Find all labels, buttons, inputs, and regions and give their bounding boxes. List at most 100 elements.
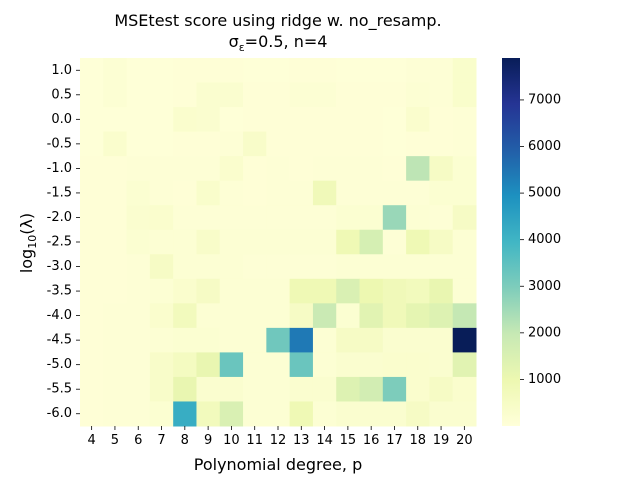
- heatmap-cell: [103, 303, 128, 329]
- heatmap-cell: [382, 107, 407, 133]
- heatmap-cell: [382, 180, 407, 206]
- heatmap-cell: [126, 156, 151, 182]
- x-tick-label: 18: [409, 433, 426, 448]
- heatmap-cell: [452, 156, 477, 182]
- heatmap-cell: [103, 58, 128, 84]
- heatmap-cell: [219, 229, 244, 255]
- heatmap-cell: [336, 327, 361, 353]
- heatmap-cell: [359, 278, 384, 304]
- heatmap-cell: [359, 205, 384, 231]
- heatmap-cell: [196, 401, 221, 427]
- heatmap-cell: [452, 401, 477, 427]
- heatmap-cell: [196, 205, 221, 231]
- heatmap-cell: [243, 180, 267, 206]
- heatmap-cell: [336, 205, 361, 231]
- heatmap-cell: [196, 131, 221, 157]
- heatmap-cell: [382, 376, 407, 402]
- heatmap-cell: [149, 131, 174, 157]
- heatmap-cell: [312, 107, 337, 133]
- heatmap-cell: [103, 401, 128, 427]
- heatmap-cell: [103, 254, 128, 280]
- heatmap-cell: [429, 229, 454, 255]
- heatmap-cell: [312, 401, 337, 427]
- x-tick-label: 8: [181, 433, 189, 448]
- heatmap-cell: [452, 82, 477, 108]
- heatmap-cell: [173, 180, 197, 206]
- heatmap-cell: [382, 352, 407, 378]
- heatmap-cell: [266, 303, 291, 329]
- heatmap-cell: [243, 352, 267, 378]
- heatmap-cell: [359, 131, 384, 157]
- heatmap-cell: [406, 229, 430, 255]
- heatmap-cell: [149, 278, 174, 304]
- heatmap-cell: [312, 205, 337, 231]
- heatmap-cell: [452, 229, 477, 255]
- heatmap-cell: [243, 82, 267, 108]
- heatmap-cell: [382, 82, 407, 108]
- y-tick-label: -4.0: [47, 308, 72, 323]
- y-axis-label: log10(λ): [16, 212, 40, 274]
- heatmap-cell: [80, 352, 104, 378]
- heatmap-cell: [126, 229, 151, 255]
- heatmap-cell: [336, 229, 361, 255]
- heatmap-cell: [312, 254, 337, 280]
- x-tick-label: 12: [270, 433, 287, 448]
- heatmap-cell: [243, 278, 267, 304]
- heatmap-cell: [289, 82, 314, 108]
- heatmap-cell: [406, 205, 430, 231]
- chart-subtitle: σε=0.5, n=4: [228, 32, 328, 55]
- heatmap-cell: [243, 205, 267, 231]
- heatmap-cell: [452, 180, 477, 206]
- heatmap-cell: [80, 82, 104, 108]
- heatmap-cell: [429, 180, 454, 206]
- heatmap-cell: [149, 303, 174, 329]
- heatmap-cell: [103, 82, 128, 108]
- heatmap-cell: [429, 82, 454, 108]
- heatmap-cell: [382, 229, 407, 255]
- heatmap-cell: [80, 107, 104, 133]
- heatmap-cell: [196, 82, 221, 108]
- y-tick-label: -0.5: [47, 136, 72, 151]
- heatmap-cell: [406, 58, 430, 84]
- heatmap-cell: [336, 156, 361, 182]
- heatmap-cell: [149, 156, 174, 182]
- heatmap-cell: [359, 352, 384, 378]
- x-tick-labels: 4 5 6 7 8 9 10 11 12 13 14 15 16 17 18 19 20: [88, 426, 473, 448]
- heatmap-cell: [149, 205, 174, 231]
- heatmap-cell: [336, 278, 361, 304]
- colorbar-tick-label: 7000: [528, 92, 561, 107]
- heatmap-cell: [243, 229, 267, 255]
- heatmap-cell: [406, 254, 430, 280]
- heatmap-cell: [266, 131, 291, 157]
- heatmap-cell: [429, 303, 454, 329]
- heatmap-cell: [266, 180, 291, 206]
- heatmap-cell: [173, 156, 197, 182]
- heatmap-cell: [452, 131, 477, 157]
- heatmap-cell: [219, 352, 244, 378]
- heatmap-cell: [266, 82, 291, 108]
- heatmap-cell: [406, 327, 430, 353]
- heatmap-cell: [126, 58, 151, 84]
- heatmap-cells: [80, 58, 477, 427]
- heatmap-cell: [103, 376, 128, 402]
- heatmap-cell: [289, 352, 314, 378]
- heatmap-cell: [196, 58, 221, 84]
- x-tick-label: 17: [386, 433, 403, 448]
- heatmap-cell: [126, 82, 151, 108]
- heatmap-cell: [359, 180, 384, 206]
- heatmap-cell: [266, 376, 291, 402]
- heatmap-cell: [196, 107, 221, 133]
- heatmap-cell: [406, 352, 430, 378]
- heatmap-cell: [196, 278, 221, 304]
- heatmap-cell: [406, 278, 430, 304]
- heatmap-cell: [243, 327, 267, 353]
- heatmap-cell: [219, 376, 244, 402]
- heatmap-cell: [243, 376, 267, 402]
- heatmap-cell: [243, 131, 267, 157]
- heatmap-cell: [196, 376, 221, 402]
- heatmap-cell: [149, 58, 174, 84]
- x-tick-label: 5: [111, 433, 119, 448]
- heatmap-cell: [382, 303, 407, 329]
- heatmap-cell: [103, 352, 128, 378]
- heatmap-cell: [126, 205, 151, 231]
